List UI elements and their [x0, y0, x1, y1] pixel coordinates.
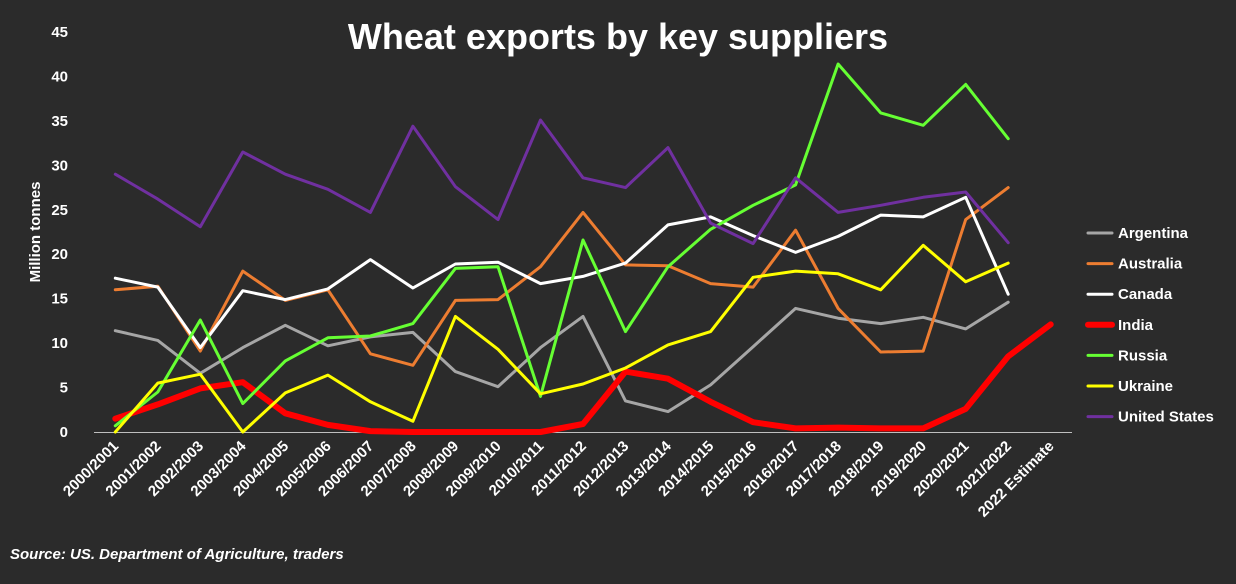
x-tick-label: 2022 Estimate [975, 438, 1058, 521]
y-tick-label: 15 [51, 291, 68, 308]
y-tick-label: 25 [51, 202, 68, 219]
y-tick-label: 30 [51, 157, 68, 174]
series-line-united-states [113, 118, 1010, 246]
legend-label: Ukraine [1118, 378, 1173, 395]
legend-label: Russia [1118, 347, 1168, 364]
y-tick-label: 10 [51, 335, 68, 352]
y-axis-label: Million tonnes [27, 182, 44, 283]
y-tick-label: 0 [60, 424, 68, 441]
legend-label: Argentina [1118, 225, 1189, 242]
legend: Argentina Australia Canada India Russia Ukrai… [1085, 225, 1214, 426]
series-line-argentina [113, 300, 1010, 414]
series-line-australia [113, 186, 1010, 367]
legend-label: India [1118, 317, 1154, 334]
y-tick-label: 20 [51, 246, 68, 263]
y-tick-label: 35 [51, 113, 68, 130]
x-axis-ticks: 2000/20012001/20022002/20032003/20042004… [60, 437, 1058, 520]
series-line-india [112, 321, 1054, 435]
series-line-canada [113, 195, 1010, 350]
y-axis-ticks: 0 5 10 15 20 25 30 35 40 45 [51, 24, 68, 441]
series-line-ukraine [113, 243, 1010, 434]
legend-label: Canada [1118, 286, 1173, 303]
chart-title: Wheat exports by key suppliers [348, 16, 888, 57]
y-tick-label: 40 [51, 68, 68, 85]
y-tick-label: 45 [51, 24, 68, 41]
source-note: Source: US. Department of Agriculture, t… [10, 546, 344, 563]
series-line-russia [113, 62, 1010, 428]
series-lines [112, 62, 1054, 435]
legend-label: Australia [1118, 256, 1183, 273]
legend-label: United States [1118, 409, 1214, 426]
y-tick-label: 5 [60, 380, 68, 397]
